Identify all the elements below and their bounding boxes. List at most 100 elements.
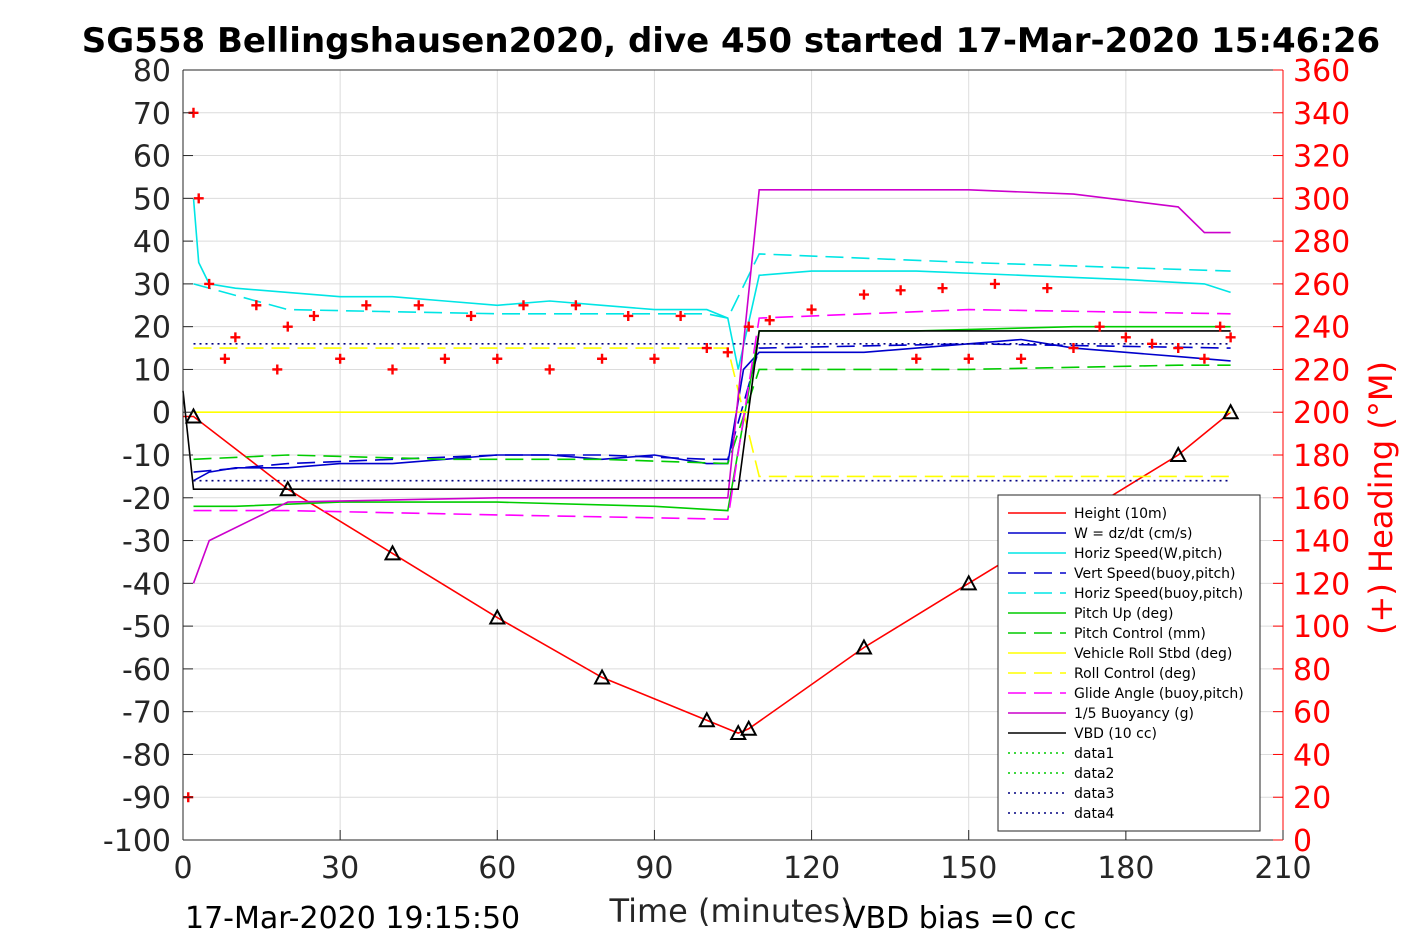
heading-point (1120, 332, 1131, 343)
y-right-tick-label: 320 (1293, 140, 1350, 175)
legend-label: Horiz Speed(buoy,pitch) (1074, 586, 1243, 602)
legend-label: 1/5 Buoyancy (g) (1074, 706, 1194, 722)
legend-label: VBD (10 cc) (1074, 726, 1157, 742)
x-tick-label: 180 (1097, 851, 1154, 886)
heading-point (1215, 321, 1226, 332)
chart-title: SG558 Bellingshausen2020, dive 450 start… (82, 21, 1380, 61)
heading-point (911, 353, 922, 364)
legend-label: Vert Speed(buoy,pitch) (1074, 566, 1236, 582)
height-marker (1221, 403, 1240, 420)
y-tick-label: 50 (133, 182, 171, 217)
heading-point (272, 364, 283, 375)
y-tick-label: -40 (122, 567, 171, 602)
y-right-tick-label: 220 (1293, 353, 1350, 388)
legend-label: Pitch Up (deg) (1074, 606, 1173, 622)
heading-point (743, 321, 754, 332)
legend-label: Vehicle Roll Stbd (deg) (1074, 646, 1232, 662)
heading-point (649, 353, 660, 364)
heading-point (492, 353, 503, 364)
heading-point (806, 304, 817, 315)
height-marker (593, 668, 611, 685)
y-right-tick-label: 300 (1293, 182, 1350, 217)
footer-timestamp: 17-Mar-2020 19:15:50 (185, 901, 520, 936)
y-tick-label: -90 (122, 781, 171, 816)
height-marker (729, 723, 747, 741)
heading-point (937, 283, 948, 294)
heading-point (282, 321, 293, 332)
legend-label: data2 (1074, 766, 1114, 782)
heading-point (308, 310, 319, 321)
height-marker (855, 638, 873, 655)
y-right-tick-label: 260 (1293, 268, 1350, 303)
heading-point (1094, 321, 1105, 332)
height-marker (383, 544, 402, 561)
y-right-tick-label: 60 (1293, 696, 1331, 731)
heading-point (764, 315, 775, 326)
heading-point (466, 310, 477, 321)
series-pitch-control-mm-line (193, 364, 1231, 465)
y-right-tick-label: 360 (1293, 54, 1350, 89)
y-right-tick-label: 340 (1293, 97, 1350, 132)
heading-point (1016, 353, 1027, 364)
heading-point (1068, 343, 1079, 354)
x-axis-ticks: 0 30 60 90 120 150 180 210 (173, 830, 1312, 886)
heading-point (219, 353, 230, 364)
series-horiz-speed-buoy-pitch-line (193, 253, 1231, 320)
series-glide-angle-buoy-pitch-line (193, 308, 1231, 521)
legend-box (997, 494, 1261, 832)
heading-series (183, 107, 1236, 803)
legend-label: Horiz Speed(W,pitch) (1074, 546, 1222, 562)
heading-point (675, 310, 686, 321)
y-right-axis-ticks: 3603403203002802602402202001801601401201… (1273, 54, 1350, 859)
heading-point (895, 285, 906, 296)
y-tick-label: -30 (122, 525, 171, 560)
y-tick-label: -10 (122, 439, 171, 474)
heading-point (204, 278, 215, 289)
heading-point (701, 343, 712, 354)
x-tick-label: 0 (173, 851, 192, 886)
heading-point (1199, 353, 1210, 364)
legend-label: W = dz/dt (cm/s) (1074, 526, 1193, 542)
y-right-tick-label: 280 (1293, 225, 1350, 260)
y-axis-ticks: 80 70 60 50 40 30 20 10 0 -10 -20 -30 -40 -50 -60 -70 -8… (103, 54, 193, 859)
x-tick-label: 30 (321, 851, 359, 886)
y-tick-label: 20 (133, 311, 171, 346)
height-marker (279, 480, 297, 497)
heading-point (623, 310, 634, 321)
y-right-tick-label: 180 (1293, 439, 1350, 474)
y-right-tick-label: 200 (1293, 396, 1350, 431)
y-tick-label: -60 (122, 653, 171, 688)
y-tick-label: 60 (133, 140, 171, 175)
height-marker (698, 711, 716, 728)
y-tick-label: -50 (122, 610, 171, 645)
heading-point (251, 300, 262, 311)
height-marker (740, 719, 758, 736)
heading-point (335, 353, 346, 364)
y-tick-label: 30 (133, 268, 171, 303)
y-tick-label: -20 (122, 482, 171, 517)
heading-point (361, 300, 372, 311)
height-marker (1169, 445, 1187, 462)
heading-point (1173, 343, 1184, 354)
y-right-tick-label: 40 (1293, 738, 1331, 773)
legend-label: data3 (1074, 786, 1114, 802)
legend-label: Glide Angle (buoy,pitch) (1074, 686, 1244, 702)
heading-point (387, 364, 398, 375)
heading-point (1042, 283, 1053, 294)
heading-point (1225, 332, 1236, 343)
x-axis-label: Time (minutes) (609, 892, 853, 930)
y-tick-label: -80 (122, 738, 171, 773)
heading-point (722, 347, 733, 358)
height-marker (488, 608, 506, 625)
height-marker (960, 574, 978, 591)
heading-point (544, 364, 555, 375)
x-tick-label: 120 (783, 851, 840, 886)
y-right-tick-label: 0 (1293, 824, 1312, 859)
series-horiz-speed-w-pitch-line (192, 198, 1231, 370)
y-right-tick-label: 80 (1293, 653, 1331, 688)
y-tick-label: 10 (133, 353, 171, 388)
legend-label: Roll Control (deg) (1074, 666, 1196, 682)
y-tick-label: -100 (103, 824, 171, 859)
x-tick-label: 60 (478, 851, 516, 886)
heading-point (193, 193, 204, 204)
